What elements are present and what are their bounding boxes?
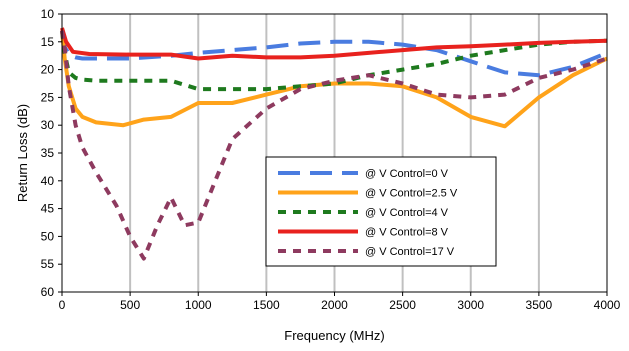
legend-label: @ V Control=2.5 V: [365, 188, 458, 200]
y-tick-label: 55: [41, 257, 55, 271]
legend-box: [265, 156, 497, 267]
y-tick-label: 50: [41, 229, 55, 243]
y-tick-label: 60: [41, 285, 55, 299]
x-tick-label: 0: [59, 298, 66, 312]
legend-label: @ V Control=4 V: [365, 207, 449, 219]
x-tick-label: 2000: [321, 298, 348, 312]
y-axis-ticks: 10 15 20 25 30 35 40 45 50 55 60: [41, 7, 62, 299]
series-line-5: [60, 30, 608, 261]
y-tick-label: 30: [41, 118, 55, 132]
legend: @ V Control=0 V @ V Control=2.5 V @ V Cont…: [265, 156, 497, 267]
y-tick-label: 20: [41, 63, 55, 77]
x-tick-label: 1500: [253, 298, 280, 312]
x-tick-label: 4000: [594, 298, 621, 312]
x-tick-label: 1000: [185, 298, 212, 312]
y-tick-label: 10: [41, 7, 55, 21]
x-axis-ticks: 0 500 1000 1500 2000 2500 3000 3500 4000: [59, 292, 621, 312]
y-tick-label: 35: [41, 146, 55, 160]
x-tick-label: 3000: [457, 298, 484, 312]
x-tick-label: 2500: [389, 298, 416, 312]
x-tick-label: 3500: [526, 298, 553, 312]
series-line-2: [60, 30, 608, 129]
x-tick-label: 500: [120, 298, 140, 312]
x-axis-label: Frequency (MHz): [284, 328, 384, 343]
legend-label: @ V Control=17 V: [365, 246, 455, 258]
y-tick-label: 15: [41, 35, 55, 49]
y-tick-label: 25: [41, 90, 55, 104]
series-line-1: [60, 30, 608, 78]
series-line-3: [60, 30, 608, 92]
y-tick-label: 45: [41, 202, 55, 216]
y-axis-label: Return Loss (dB): [15, 104, 30, 202]
series-line-4: [60, 27, 608, 61]
series-lines: [60, 27, 608, 261]
legend-label: @ V Control=8 V: [365, 227, 449, 239]
legend-label: @ V Control=0 V: [365, 168, 449, 180]
y-tick-label: 40: [41, 174, 55, 188]
